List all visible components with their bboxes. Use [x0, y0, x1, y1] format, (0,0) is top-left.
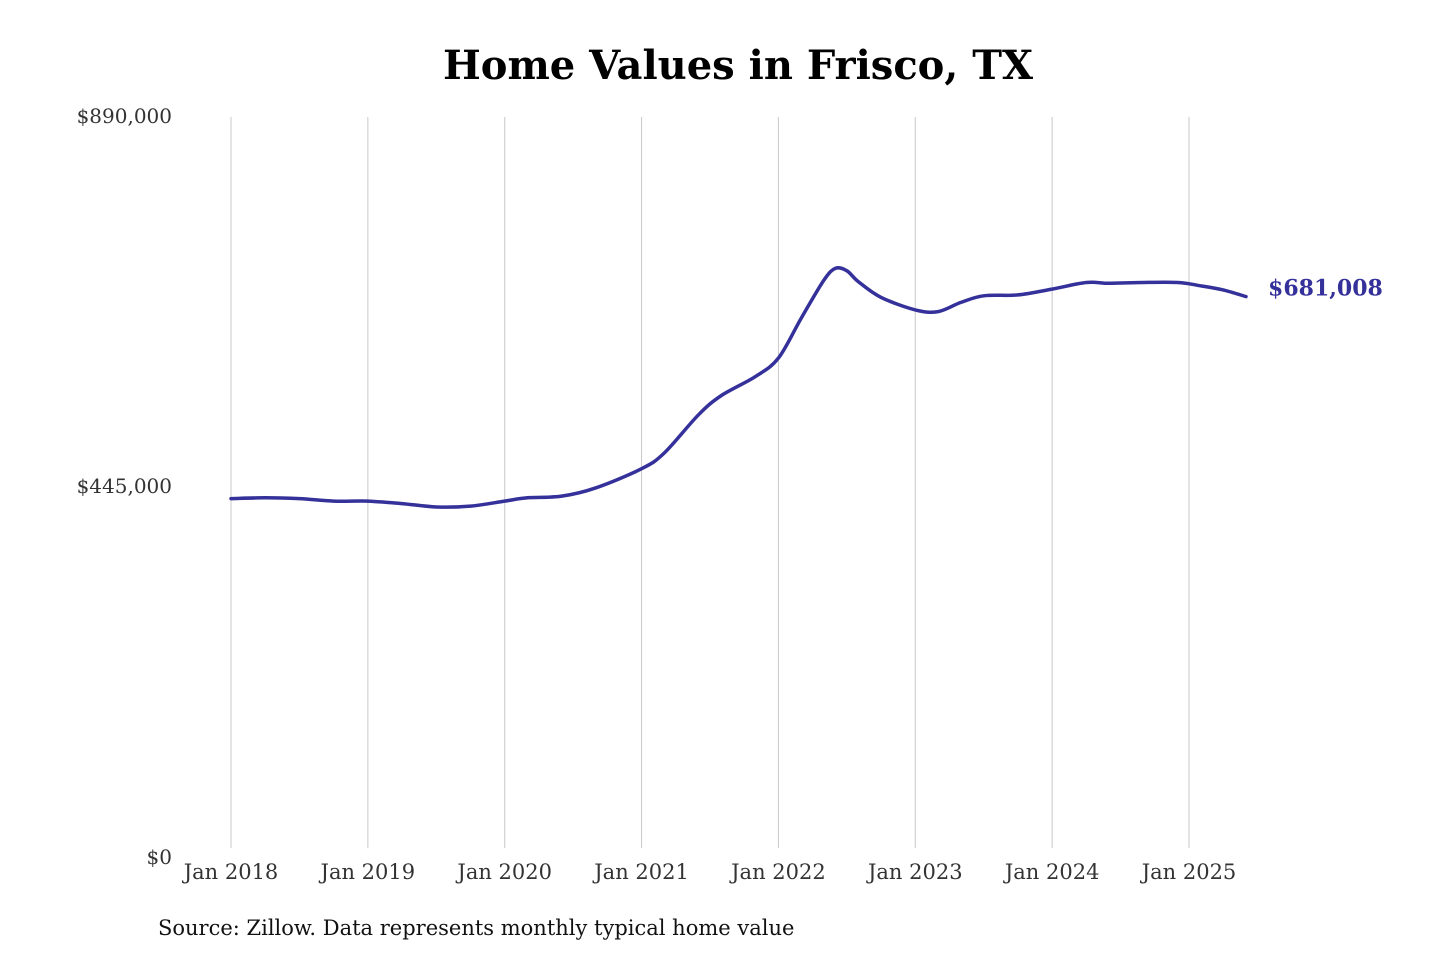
x-tick-label: Jan 2019: [319, 860, 416, 884]
x-tick-label: Jan 2021: [592, 860, 689, 884]
series-line: [229, 266, 1248, 509]
x-tick-label: Jan 2022: [729, 860, 826, 884]
x-tick-label: Jan 2023: [866, 860, 963, 884]
y-tick-label-top: $890,000: [76, 104, 172, 128]
y-tick-label-bottom: $0: [146, 845, 172, 869]
x-tick-label: Jan 2025: [1140, 860, 1237, 884]
source-note: Source: Zillow. Data represents monthly …: [158, 916, 795, 940]
end-value-label: $681,008: [1268, 276, 1383, 302]
x-tick-label: Jan 2018: [182, 860, 279, 884]
chart-title: Home Values in Frisco, TX: [443, 42, 1033, 89]
x-tick-label: Jan 2020: [455, 860, 552, 884]
y-tick-label-mid: $445,000: [76, 474, 172, 498]
x-tick-label: Jan 2024: [1003, 860, 1100, 884]
